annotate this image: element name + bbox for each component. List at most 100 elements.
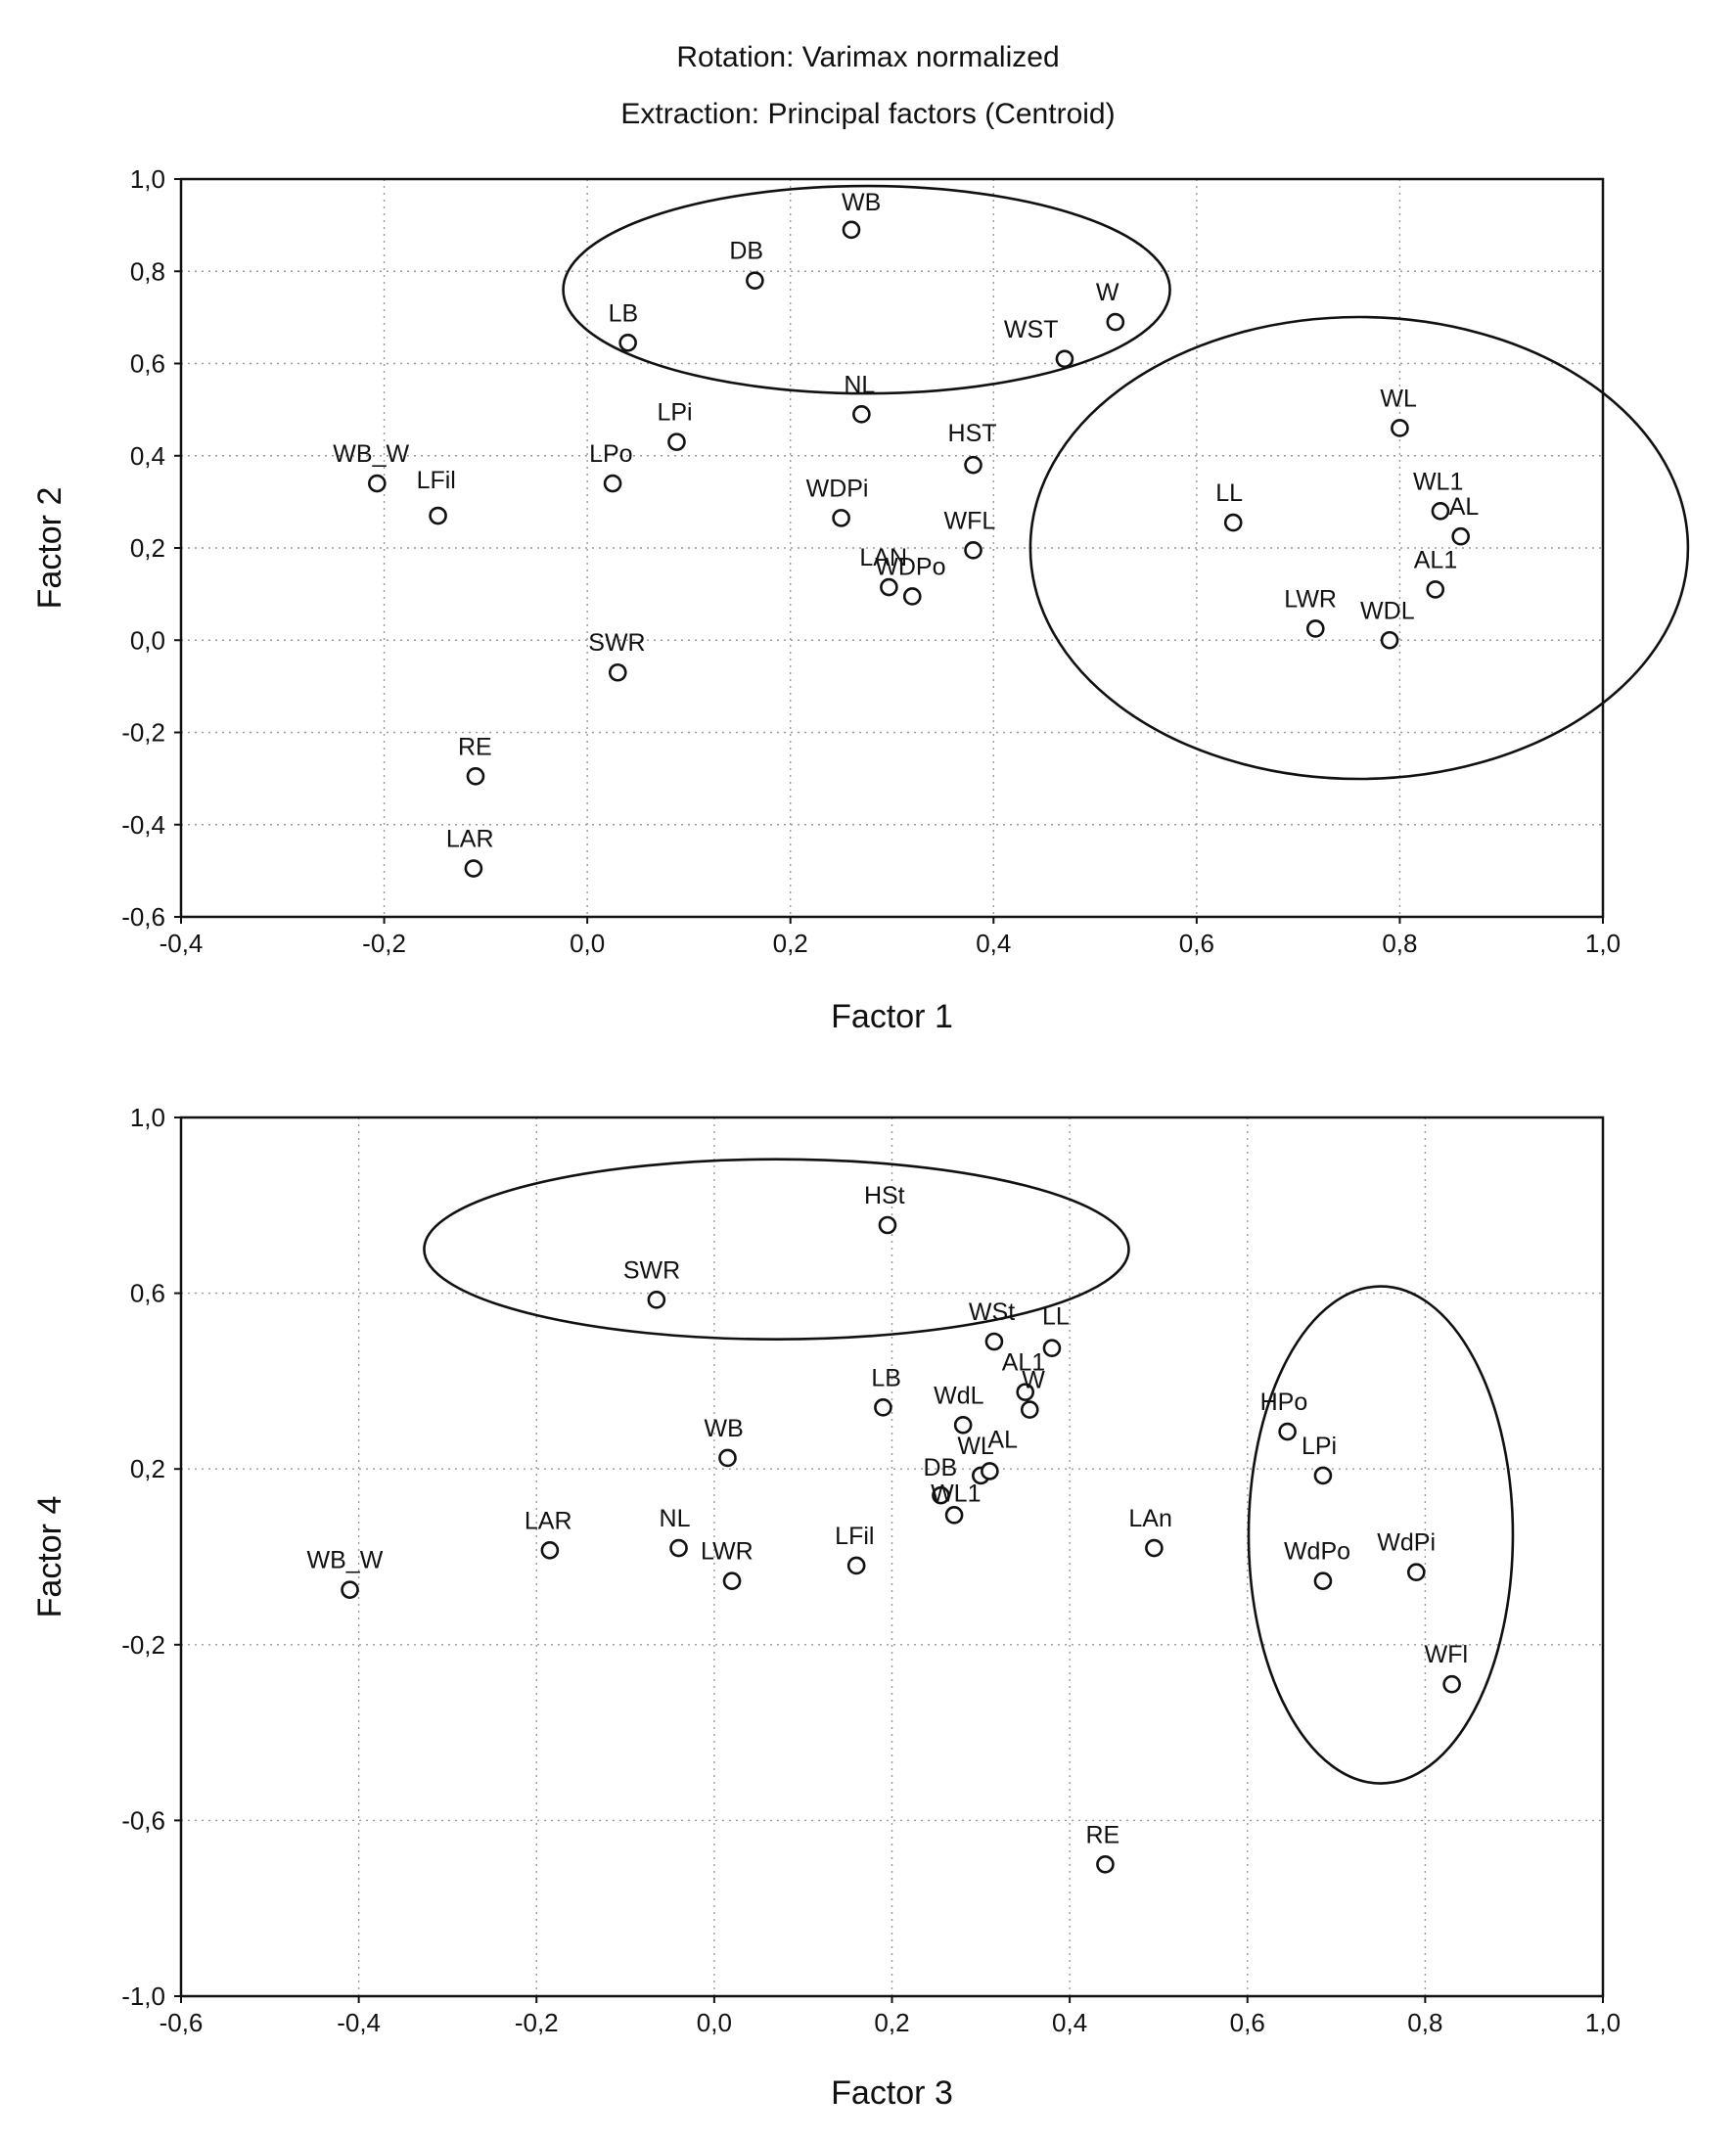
point-label: LAR bbox=[525, 1507, 572, 1534]
point-label: WDPo bbox=[875, 553, 945, 580]
y-tick-label: -0,6 bbox=[121, 902, 165, 932]
point-label: WL bbox=[957, 1433, 994, 1460]
data-point bbox=[1406, 1563, 1426, 1582]
point-label: NL bbox=[844, 371, 875, 398]
data-point bbox=[1096, 1855, 1115, 1874]
data-point bbox=[718, 1448, 737, 1468]
x-tick-label: 0,0 bbox=[697, 2008, 732, 2037]
point-label: RE bbox=[458, 733, 492, 760]
point-label: LAR bbox=[446, 826, 494, 853]
data-point bbox=[341, 1580, 359, 1599]
data-point bbox=[1380, 630, 1399, 650]
point-label: WFl bbox=[1425, 1641, 1468, 1668]
chart-2: -0,6 -0,4 -0,2 0,0 0,2 0,4 0,6 0,8 1,0-1,0-0,6-0… bbox=[31, 1103, 1621, 2112]
point-label: HSt bbox=[864, 1182, 905, 1209]
x-tick-label: 1,0 bbox=[1585, 2008, 1621, 2037]
point-label: NL bbox=[660, 1505, 691, 1532]
cluster-ellipse bbox=[423, 1158, 1130, 1341]
data-point bbox=[1223, 513, 1243, 532]
data-point bbox=[466, 766, 485, 786]
data-point bbox=[746, 271, 764, 290]
x-tick-label: -0,4 bbox=[337, 2008, 381, 2037]
point-label: AL1 bbox=[1414, 546, 1457, 573]
point-label: WB bbox=[842, 189, 881, 216]
y-tick-label: -1,0 bbox=[121, 1982, 165, 2011]
data-point bbox=[964, 541, 982, 560]
data-point bbox=[722, 1572, 742, 1590]
data-point bbox=[953, 1416, 973, 1435]
data-point bbox=[902, 587, 922, 606]
y-tick-label: 0,2 bbox=[130, 533, 165, 563]
y-tick-label: 0,4 bbox=[130, 441, 165, 471]
point-label: LAN bbox=[859, 544, 907, 571]
data-point bbox=[932, 1485, 950, 1505]
data-point bbox=[1055, 349, 1074, 369]
data-point bbox=[647, 1291, 666, 1309]
x-tick-label: -0,4 bbox=[160, 929, 204, 958]
point-label: AL1 bbox=[1002, 1349, 1045, 1377]
data-point bbox=[880, 577, 898, 597]
data-point bbox=[981, 1462, 999, 1480]
data-point bbox=[618, 333, 637, 352]
y-tick-label: -0,2 bbox=[121, 718, 165, 748]
data-point bbox=[667, 433, 686, 451]
point-label: WST bbox=[1004, 316, 1059, 343]
data-point bbox=[1042, 1339, 1062, 1358]
data-point bbox=[608, 662, 627, 682]
point-label: AL bbox=[1449, 493, 1480, 521]
data-point bbox=[832, 509, 850, 527]
point-label: LFil bbox=[417, 467, 456, 494]
y-tick-label: 0,0 bbox=[130, 625, 165, 655]
data-point bbox=[944, 1506, 964, 1525]
x-tick-label: 0,2 bbox=[773, 929, 808, 958]
point-label: WdPo bbox=[1284, 1538, 1350, 1566]
point-label: LB bbox=[871, 1364, 901, 1391]
x-tick-label: -0,2 bbox=[362, 929, 406, 958]
point-label: WDL bbox=[1360, 597, 1415, 624]
x-tick-label: 1,0 bbox=[1585, 929, 1621, 958]
point-label: AL bbox=[987, 1426, 1018, 1453]
data-point bbox=[842, 220, 861, 240]
point-label: LL bbox=[1215, 479, 1243, 507]
y-tick-label: 0,8 bbox=[130, 256, 165, 286]
cluster-ellipse bbox=[562, 184, 1171, 395]
y-tick-label: -0,4 bbox=[121, 810, 165, 840]
data-point bbox=[1451, 526, 1470, 546]
data-point bbox=[964, 455, 982, 475]
cluster-ellipse bbox=[1247, 1285, 1515, 1785]
data-point bbox=[1442, 1674, 1461, 1694]
y-tick-label: -0,2 bbox=[121, 1630, 165, 1660]
point-label: WL bbox=[1380, 385, 1417, 412]
data-point bbox=[464, 859, 483, 878]
y-tick-label: 0,2 bbox=[130, 1454, 165, 1483]
x-tick-label: 0,2 bbox=[874, 2008, 909, 2037]
y-tick-label: 0,6 bbox=[130, 349, 165, 379]
data-point bbox=[874, 1398, 892, 1417]
data-point bbox=[1278, 1422, 1297, 1441]
point-label: DB bbox=[923, 1454, 957, 1481]
point-label: LWR bbox=[701, 1538, 754, 1566]
x-axis-label: Factor 3 bbox=[831, 2074, 953, 2112]
data-point bbox=[669, 1538, 688, 1558]
point-label: WL1 bbox=[931, 1480, 981, 1507]
y-tick-label: 0,6 bbox=[130, 1279, 165, 1308]
point-label: RE bbox=[1085, 1821, 1119, 1848]
data-point bbox=[1313, 1466, 1333, 1485]
cluster-ellipse bbox=[1028, 315, 1690, 781]
extraction-title: Extraction: Principal factors (Centroid) bbox=[620, 98, 1116, 130]
point-label: WB_W bbox=[307, 1547, 384, 1574]
data-point bbox=[1305, 619, 1325, 638]
data-point bbox=[368, 474, 387, 493]
x-tick-label: -0,2 bbox=[515, 2008, 559, 2037]
data-point bbox=[1391, 419, 1409, 437]
rotation-title: Rotation: Varimax normalized bbox=[676, 41, 1060, 73]
point-label: LB bbox=[609, 299, 639, 327]
point-label: WFL bbox=[944, 507, 996, 534]
x-tick-label: 0,8 bbox=[1382, 929, 1417, 958]
y-axis-label: Factor 4 bbox=[31, 1496, 69, 1618]
data-point bbox=[1106, 312, 1125, 332]
y-axis-label: Factor 2 bbox=[31, 487, 69, 610]
x-tick-label: 0,4 bbox=[1052, 2008, 1087, 2037]
y-tick-label: 1,0 bbox=[130, 1103, 165, 1132]
point-label: WdL bbox=[934, 1382, 984, 1409]
